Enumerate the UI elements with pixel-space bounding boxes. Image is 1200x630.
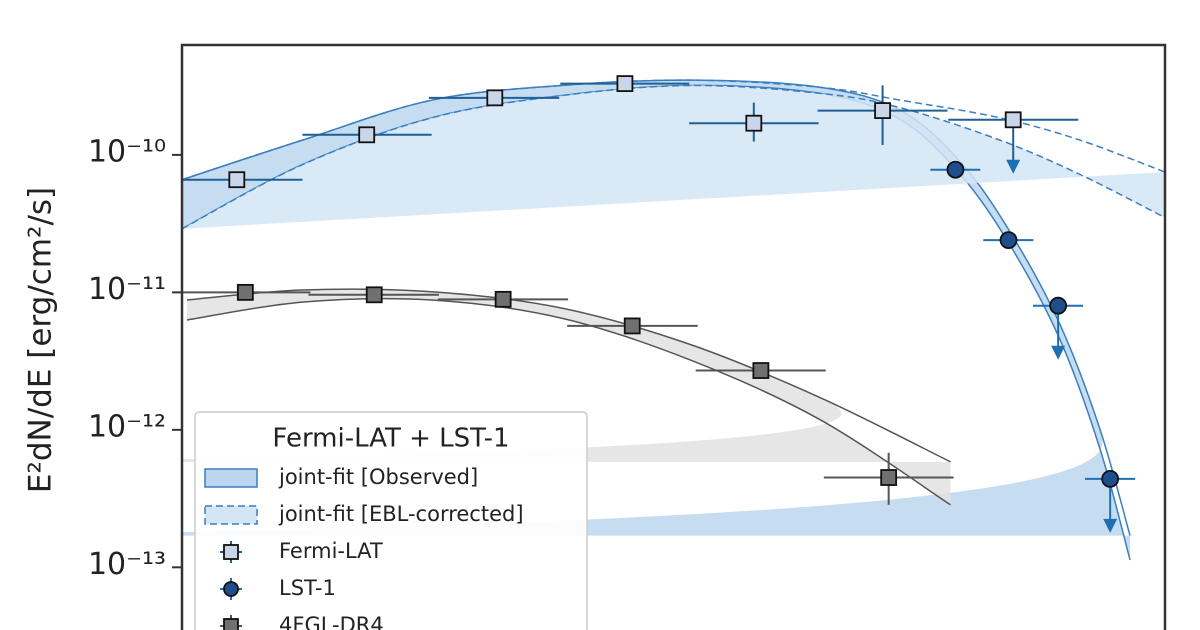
- data-point: [880, 469, 898, 486]
- legend-marker: [223, 618, 239, 630]
- legend-marker: [223, 544, 239, 560]
- y-tick-label: 10⁻¹¹: [88, 272, 166, 307]
- data-point: [745, 114, 763, 132]
- plot-frame: [180, 43, 1167, 630]
- model-edge: [182, 79, 1164, 181]
- legend-marker: [223, 581, 239, 597]
- data-point: [228, 171, 246, 189]
- data-point: [616, 75, 634, 93]
- legend-title: Fermi-LAT + LST-1: [272, 424, 509, 454]
- legend-label: joint-fit [EBL-corrected]: [278, 502, 524, 526]
- y-tick-label: 10⁻¹⁰: [88, 134, 166, 169]
- plot-area: [182, 75, 1164, 561]
- legend-label: Fermi-LAT: [279, 539, 383, 563]
- data-point: [1004, 111, 1022, 129]
- model-edge: [182, 84, 1164, 230]
- axes: 10⁻¹⁰ 10⁻¹¹ 10⁻¹² 10⁻¹³: [88, 43, 1167, 630]
- data-point: [365, 286, 383, 304]
- upper-limit-head: [1103, 518, 1118, 533]
- data-point: [494, 290, 512, 308]
- legend-swatch: [204, 505, 258, 525]
- legend-swatch: [204, 468, 258, 488]
- data-point: [999, 231, 1018, 249]
- y-tick-label: 10⁻¹³: [88, 547, 166, 582]
- legend: Fermi-LAT + LST-1 joint-fit [Observed] joi…: [194, 411, 588, 630]
- y-tick-label: 10⁻¹²: [88, 409, 166, 444]
- y-axis-label: E²dN/dE [erg/cm²/s]: [23, 187, 59, 493]
- data-point: [623, 317, 641, 335]
- model-edge: [186, 297, 951, 506]
- legend-label: 4FGL-DR4: [279, 613, 384, 630]
- data-point: [752, 362, 770, 379]
- data-point: [1049, 296, 1068, 315]
- legend-label: LST-1: [279, 576, 336, 600]
- data-point: [486, 89, 504, 107]
- data-point: [946, 160, 965, 179]
- model-edge: [186, 288, 951, 463]
- model-band: [182, 289, 951, 505]
- upper-limit-head: [1051, 345, 1066, 360]
- model-band: [182, 80, 1131, 561]
- data-point: [874, 102, 891, 119]
- legend-label: joint-fit [Observed]: [278, 465, 478, 489]
- data-point: [236, 283, 254, 301]
- upper-limit-head: [1006, 159, 1021, 174]
- data-point: [358, 126, 376, 144]
- model-band: [182, 85, 1164, 229]
- data-point: [1101, 469, 1120, 488]
- legend-box: [194, 411, 588, 630]
